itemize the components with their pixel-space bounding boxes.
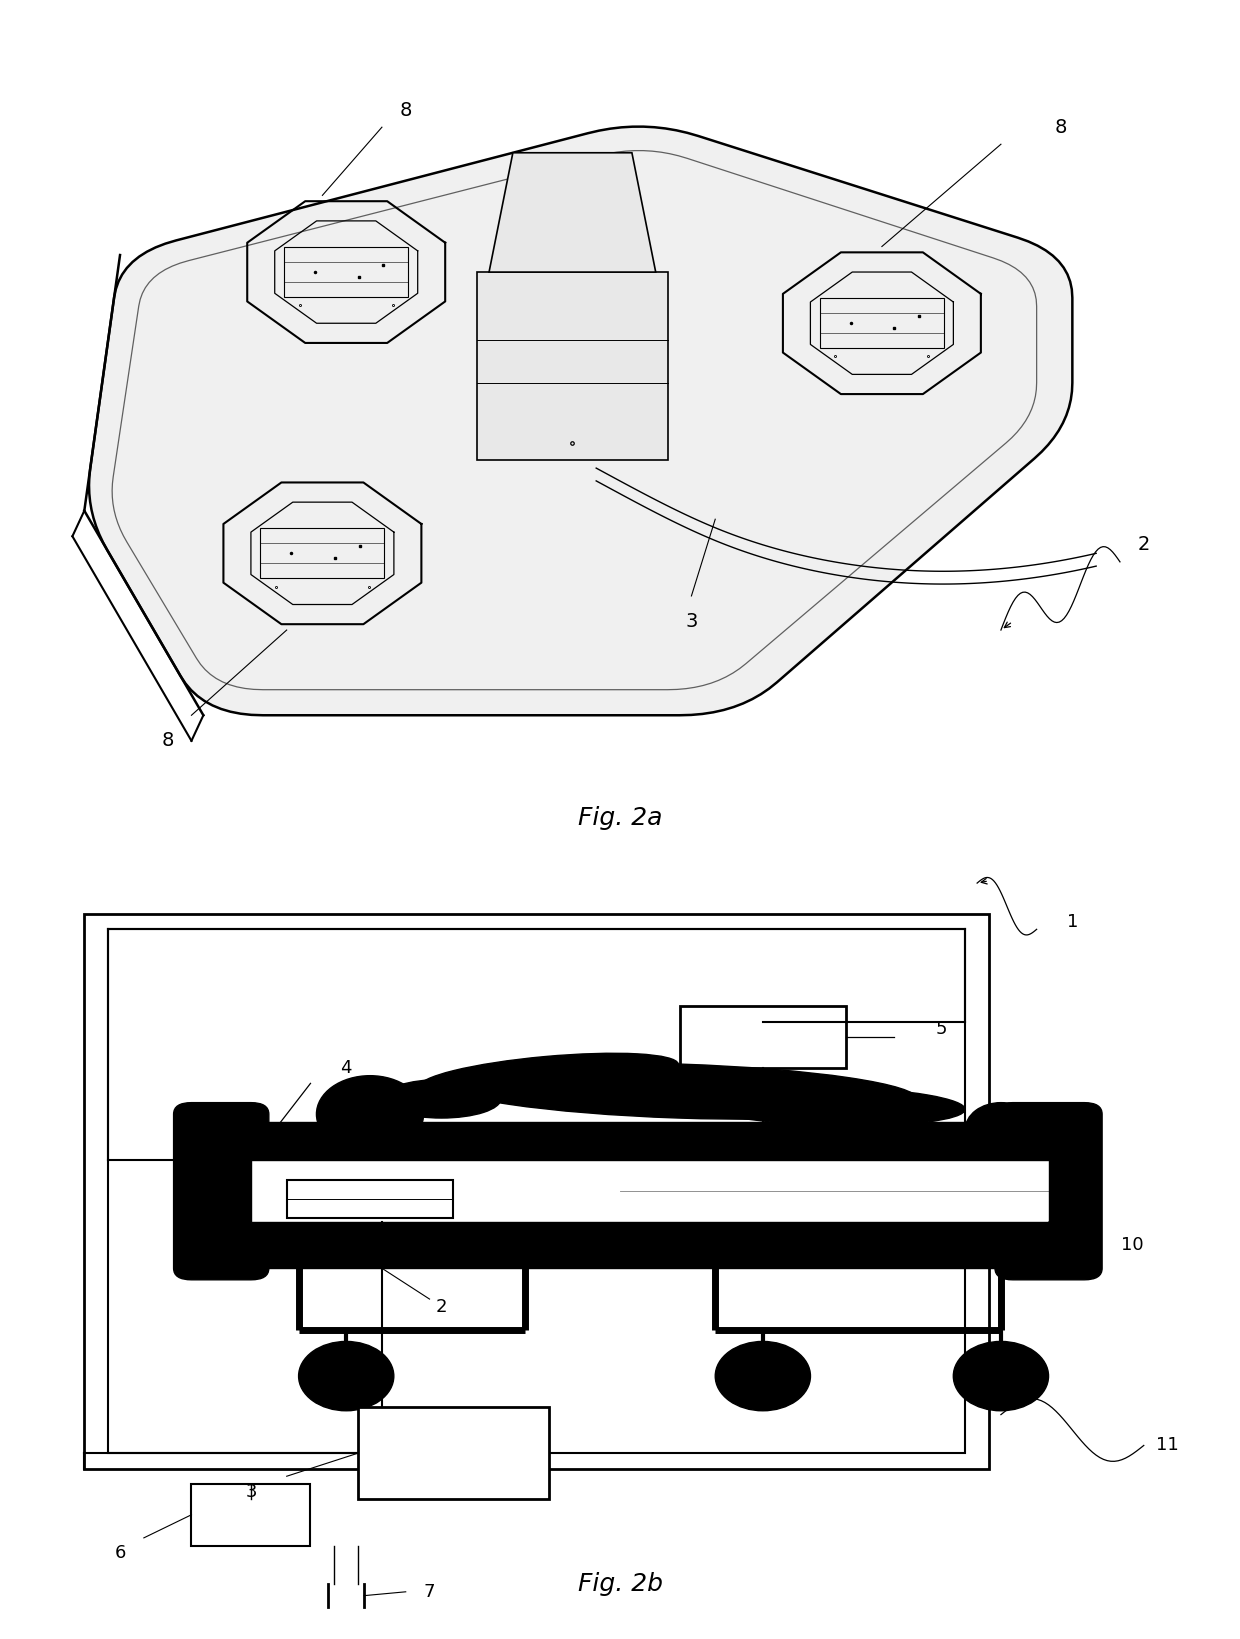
Bar bbox=[227, 1223, 1073, 1269]
Text: 1: 1 bbox=[1066, 913, 1078, 931]
Bar bbox=[260, 528, 384, 579]
Ellipse shape bbox=[441, 1064, 918, 1119]
Bar bbox=[250, 1160, 1049, 1223]
Text: 8: 8 bbox=[1054, 118, 1066, 136]
Ellipse shape bbox=[316, 1075, 424, 1152]
Text: Fig. 2a: Fig. 2a bbox=[578, 805, 662, 829]
Text: Fig. 2b: Fig. 2b bbox=[578, 1572, 662, 1596]
Bar bbox=[84, 915, 990, 1469]
Ellipse shape bbox=[299, 1341, 394, 1411]
FancyBboxPatch shape bbox=[174, 1103, 269, 1280]
Text: 5: 5 bbox=[936, 1021, 947, 1039]
Bar bbox=[191, 1129, 358, 1192]
Bar bbox=[680, 1006, 846, 1069]
Bar bbox=[191, 1483, 310, 1546]
Text: 4: 4 bbox=[341, 1059, 352, 1077]
Ellipse shape bbox=[419, 1054, 678, 1098]
Bar bbox=[284, 247, 408, 297]
Text: 3: 3 bbox=[686, 611, 698, 631]
Ellipse shape bbox=[954, 1341, 1049, 1411]
Ellipse shape bbox=[382, 1080, 501, 1118]
Text: 2: 2 bbox=[435, 1298, 448, 1316]
Text: 8: 8 bbox=[161, 731, 174, 751]
Text: 11: 11 bbox=[1156, 1436, 1179, 1454]
FancyBboxPatch shape bbox=[994, 1103, 1102, 1280]
Text: 3: 3 bbox=[246, 1483, 257, 1501]
Text: 2: 2 bbox=[1137, 536, 1149, 554]
Text: 10: 10 bbox=[1121, 1236, 1143, 1254]
Ellipse shape bbox=[703, 1087, 965, 1126]
Ellipse shape bbox=[965, 1103, 1037, 1157]
Ellipse shape bbox=[715, 1341, 811, 1411]
Bar bbox=[108, 929, 965, 1454]
Text: 8: 8 bbox=[399, 100, 412, 120]
Bar bbox=[227, 1121, 1073, 1160]
Polygon shape bbox=[489, 152, 656, 272]
Text: 7: 7 bbox=[424, 1583, 435, 1601]
Bar bbox=[820, 298, 944, 347]
Bar bbox=[286, 1180, 454, 1218]
Bar bbox=[358, 1406, 548, 1500]
Bar bbox=[477, 272, 667, 459]
Text: 6: 6 bbox=[114, 1544, 125, 1562]
PathPatch shape bbox=[89, 126, 1073, 715]
